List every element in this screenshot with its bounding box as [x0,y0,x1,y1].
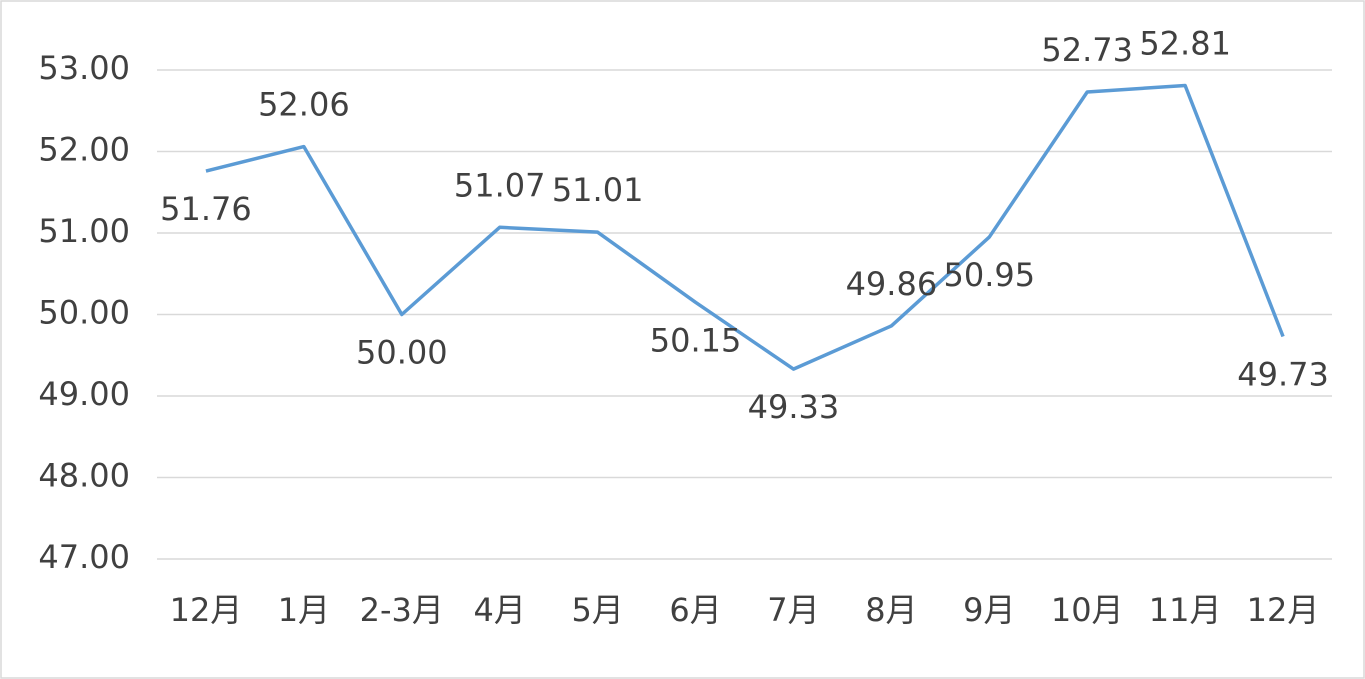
data-label: 52.81 [1139,24,1231,62]
y-tick-label: 53.00 [38,49,130,87]
data-label: 50.15 [650,321,742,359]
y-tick-label: 52.00 [38,131,130,169]
y-tick-label: 48.00 [38,457,130,495]
data-line [205,83,1285,371]
y-tick-label: 50.00 [38,294,130,332]
data-label: 52.73 [1041,31,1133,69]
data-label: 49.73 [1237,356,1329,394]
x-tick-label: 7月 [767,591,819,629]
y-tick-label: 47.00 [38,538,130,576]
data-label: 49.33 [748,388,840,426]
x-tick-label: 12月 [170,591,243,629]
y-tick-label: 51.00 [38,212,130,250]
data-label: 52.06 [258,86,350,124]
x-tick-label: 6月 [669,591,721,629]
x-tick-label: 9月 [963,591,1015,629]
data-label: 51.76 [160,190,252,228]
x-tick-label: 4月 [474,591,526,629]
x-tick-label: 2-3月 [360,591,444,629]
x-tick-label: 11月 [1149,591,1222,629]
x-tick-label: 10月 [1051,591,1124,629]
data-label: 50.95 [943,256,1035,294]
data-label: 51.01 [552,171,644,209]
data-label: 50.00 [356,334,448,372]
x-tick-label: 5月 [571,591,623,629]
data-label: 51.07 [454,166,546,204]
x-tick-label: 8月 [865,591,917,629]
data-label: 49.86 [846,265,938,303]
y-tick-label: 49.00 [38,375,130,413]
x-tick-label: 12月 [1247,591,1320,629]
x-tick-label: 1月 [278,591,330,629]
